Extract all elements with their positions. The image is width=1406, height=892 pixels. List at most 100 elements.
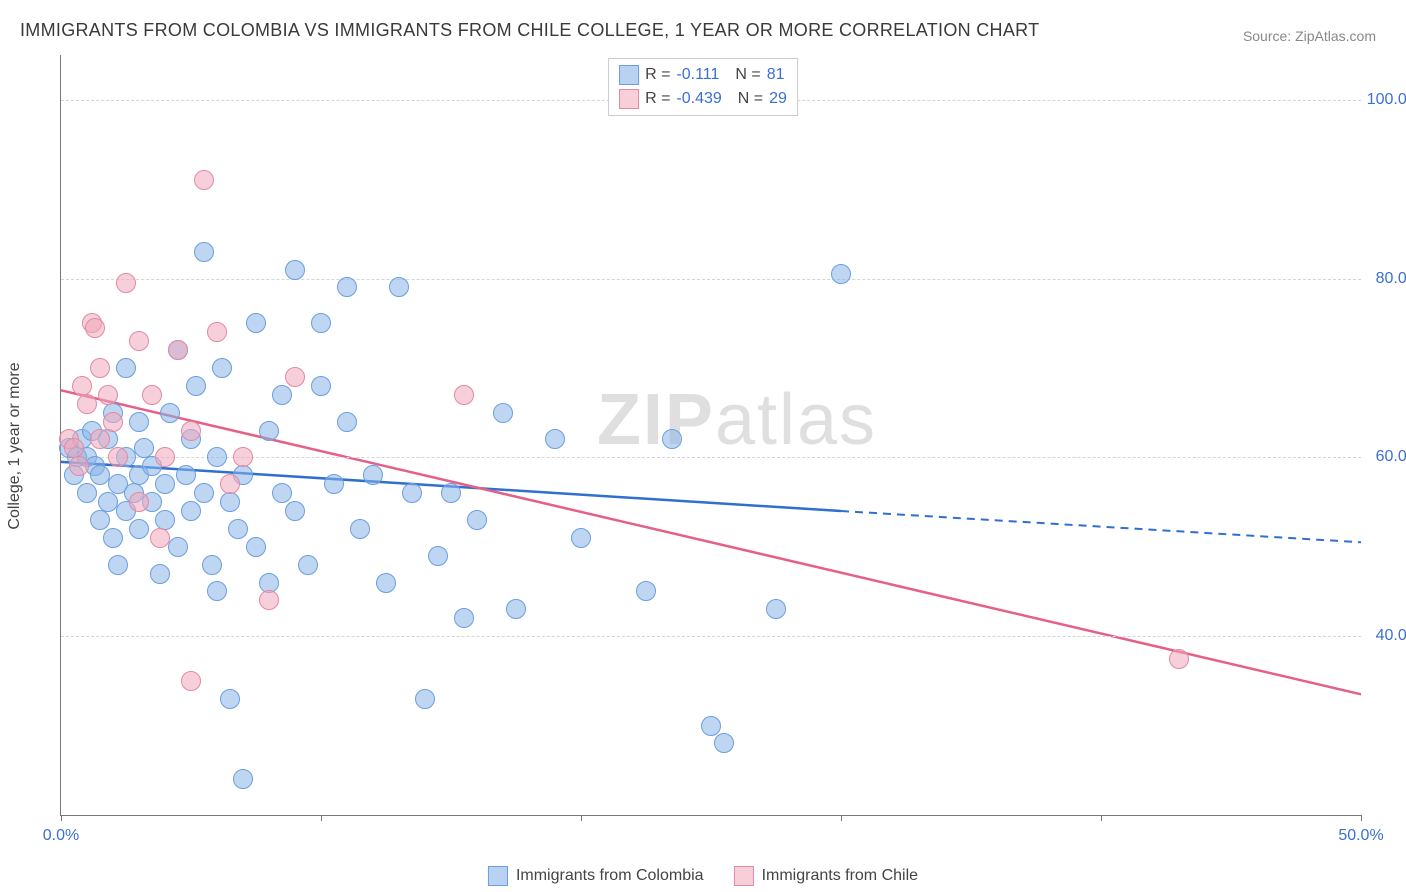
data-point [415, 689, 435, 709]
data-point [129, 492, 149, 512]
data-point [176, 465, 196, 485]
data-point [285, 367, 305, 387]
data-point [168, 537, 188, 557]
trend-lines [61, 55, 1361, 815]
data-point [467, 510, 487, 530]
n-value-colombia: 81 [767, 63, 785, 87]
data-point [98, 385, 118, 405]
data-point [324, 474, 344, 494]
data-point [69, 456, 89, 476]
data-point [662, 429, 682, 449]
plot-area: ZIPatlas 40.0%60.0%80.0%100.0%0.0%50.0% [60, 55, 1361, 816]
data-point [103, 528, 123, 548]
data-point [454, 608, 474, 628]
legend-item-chile: Immigrants from Chile [734, 866, 918, 886]
data-point [77, 394, 97, 414]
y-tick-label: 100.0% [1366, 91, 1406, 109]
data-point [90, 429, 110, 449]
data-point [98, 492, 118, 512]
data-point [90, 465, 110, 485]
data-point [150, 564, 170, 584]
y-tick-label: 80.0% [1366, 270, 1406, 288]
n-label: N = [738, 87, 763, 111]
data-point [311, 313, 331, 333]
x-tick [1361, 815, 1362, 821]
data-point [766, 599, 786, 619]
data-point [454, 385, 474, 405]
gridline [61, 636, 1361, 637]
data-point [233, 447, 253, 467]
data-point [116, 273, 136, 293]
data-point [428, 546, 448, 566]
data-point [1169, 649, 1189, 669]
data-point [103, 412, 123, 432]
data-point [246, 313, 266, 333]
gridline [61, 279, 1361, 280]
x-tick-label: 0.0% [43, 827, 79, 845]
legend-label-chile: Immigrants from Chile [762, 867, 918, 885]
data-point [85, 318, 105, 338]
x-tick [1101, 815, 1102, 821]
data-point [259, 590, 279, 610]
x-tick [841, 815, 842, 821]
data-point [129, 331, 149, 351]
x-tick [321, 815, 322, 821]
data-point [194, 170, 214, 190]
data-point [116, 358, 136, 378]
data-point [272, 385, 292, 405]
swatch-chile-icon [619, 89, 639, 109]
n-value-chile: 29 [769, 87, 787, 111]
data-point [389, 277, 409, 297]
y-axis-label: College, 1 year or more [6, 362, 24, 529]
data-point [181, 501, 201, 521]
legend-row-colombia: R = -0.111 N = 81 [619, 63, 787, 87]
data-point [207, 581, 227, 601]
data-point [701, 716, 721, 736]
r-label: R = [645, 63, 670, 87]
data-point [77, 483, 97, 503]
data-point [831, 264, 851, 284]
data-point [506, 599, 526, 619]
data-point [285, 260, 305, 280]
data-point [207, 322, 227, 342]
data-point [246, 537, 266, 557]
legend-item-colombia: Immigrants from Colombia [488, 866, 704, 886]
data-point [150, 528, 170, 548]
y-tick-label: 60.0% [1366, 448, 1406, 466]
data-point [155, 447, 175, 467]
data-point [186, 376, 206, 396]
data-point [194, 483, 214, 503]
data-point [108, 555, 128, 575]
legend-label-colombia: Immigrants from Colombia [516, 867, 704, 885]
data-point [64, 438, 84, 458]
data-point [212, 358, 232, 378]
gridline [61, 457, 1361, 458]
data-point [90, 510, 110, 530]
data-point [285, 501, 305, 521]
data-point [636, 581, 656, 601]
data-point [90, 358, 110, 378]
data-point [337, 412, 357, 432]
data-point [155, 474, 175, 494]
data-point [160, 403, 180, 423]
data-point [220, 492, 240, 512]
data-point [181, 421, 201, 441]
swatch-chile-icon [734, 866, 754, 886]
chart-title: IMMIGRANTS FROM COLOMBIA VS IMMIGRANTS F… [20, 20, 1039, 41]
legend-row-chile: R = -0.439 N = 29 [619, 87, 787, 111]
y-tick-label: 40.0% [1366, 627, 1406, 645]
data-point [202, 555, 222, 575]
x-tick-label: 50.0% [1338, 827, 1383, 845]
data-point [311, 376, 331, 396]
data-point [168, 340, 188, 360]
data-point [142, 385, 162, 405]
data-point [402, 483, 422, 503]
data-point [571, 528, 591, 548]
source-label: Source: ZipAtlas.com [1243, 28, 1376, 44]
data-point [129, 412, 149, 432]
legend-series: Immigrants from Colombia Immigrants from… [488, 866, 918, 886]
data-point [363, 465, 383, 485]
data-point [108, 447, 128, 467]
data-point [194, 242, 214, 262]
x-tick [61, 815, 62, 821]
